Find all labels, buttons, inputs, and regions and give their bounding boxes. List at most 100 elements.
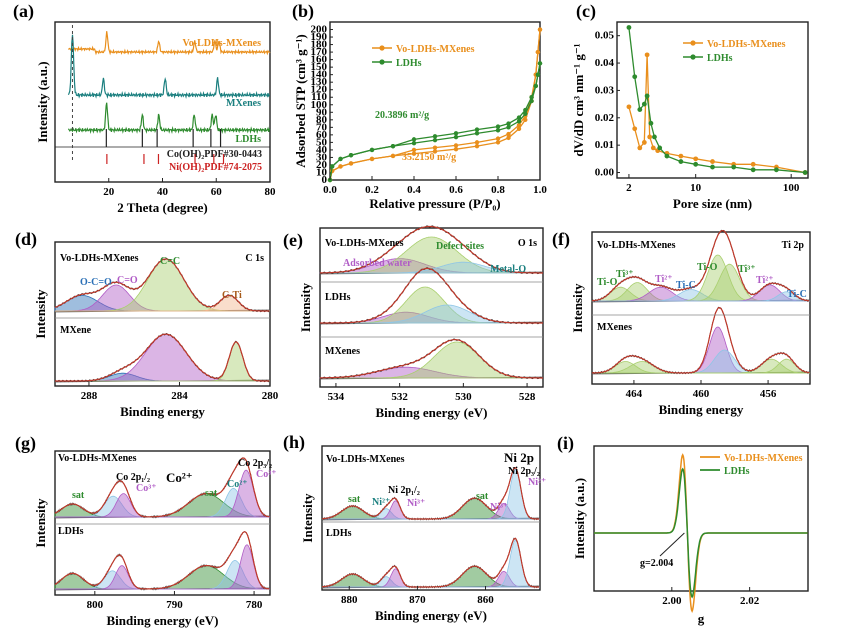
legend-marker xyxy=(690,54,696,60)
peak-label-co-2p32: Co 2p₃/₂ xyxy=(238,458,272,469)
panel-i-legend: Vo-LDHs-MXenes LDHs xyxy=(700,453,803,477)
y-tick-label: 140 xyxy=(311,69,328,81)
xps-envelope xyxy=(55,333,270,382)
panel-i-frame xyxy=(593,445,809,592)
peak-label-ni2-2: Ni²⁺ xyxy=(528,477,546,488)
isotherm-point xyxy=(506,121,511,126)
isotherm-point xyxy=(411,151,417,156)
x-tick-label: 2 xyxy=(626,182,632,194)
panel-c-x-axis: 2 10 100 xyxy=(626,174,800,194)
peak-label-co-2p12: Co 2p₁/₂ xyxy=(116,472,150,483)
xps-envelope xyxy=(321,537,540,588)
panel-b-legend: Vo-LDHs-MXenes LDHs xyxy=(372,44,475,69)
isotherm-point xyxy=(535,72,541,77)
xps-envelope xyxy=(591,306,810,374)
pore-line-green xyxy=(628,27,806,174)
xrd-line-vo-ldhs-mxenes xyxy=(67,31,271,56)
y-tick-label: 150 xyxy=(311,61,328,73)
xps-trace-0 xyxy=(54,257,271,313)
panel-label-a: (a) xyxy=(13,1,34,22)
xps-envelope xyxy=(54,531,270,590)
pore-point xyxy=(693,156,699,162)
y-tick-label: 60 xyxy=(316,129,328,141)
pore-point xyxy=(637,107,643,112)
peak-label-defect-sites: Defect sites xyxy=(436,241,484,252)
panel-c-legend: Vo-LDHs-MXenes LDHs xyxy=(683,39,786,64)
panel-label-g: (g) xyxy=(15,433,36,454)
isotherm-point xyxy=(453,131,459,136)
panel-g-x-label: Binding energy (eV) xyxy=(107,613,219,628)
isotherm-point xyxy=(516,122,522,128)
peak-label-co3-2: Co³⁺ xyxy=(256,469,277,480)
panel-f-label-mxenes: MXenes xyxy=(597,322,632,333)
panel-label-i: (i) xyxy=(557,433,574,454)
x-tick-label: 528 xyxy=(519,391,536,403)
x-tick-label: 40 xyxy=(157,186,169,198)
y-tick-label: 160 xyxy=(311,54,328,66)
isotherm-point xyxy=(369,156,375,162)
isotherm-point xyxy=(338,164,343,169)
panel-f-label-composite: Vo-LDHs-MXenes xyxy=(597,240,676,251)
isotherm-point xyxy=(474,143,480,149)
y-tick-label: 50 xyxy=(316,136,328,148)
xps-trace-1 xyxy=(54,332,271,383)
panel-g-frame xyxy=(54,450,271,596)
y-tick-label: 0.00 xyxy=(595,167,615,179)
y-tick-label: 0.03 xyxy=(595,84,615,96)
legend-marker xyxy=(379,59,385,65)
pore-point xyxy=(644,52,650,58)
peak-label-ni-2p32: Ni 2p₃/₂ xyxy=(508,466,540,477)
annotation-arrow xyxy=(659,532,685,557)
y-tick-label: 0 xyxy=(322,174,328,186)
x-tick-label: 0.8 xyxy=(491,184,505,196)
y-tick-label: 0.02 xyxy=(595,112,615,124)
pore-point xyxy=(626,25,632,30)
pore-point xyxy=(693,161,699,167)
panel-e-x-axis: 534 532 530 528 xyxy=(328,383,536,403)
y-tick-label: 70 xyxy=(316,121,328,133)
isotherm-point xyxy=(348,152,354,158)
isotherm-point xyxy=(506,125,511,130)
x-tick-label: 60 xyxy=(211,186,223,198)
isotherm-point xyxy=(506,135,511,141)
isotherm-point xyxy=(432,137,438,143)
xrd-line-mxenes xyxy=(67,34,271,100)
x-tick-label: 532 xyxy=(391,391,408,403)
isotherm-point xyxy=(411,137,417,142)
xrd-line-ldhs xyxy=(67,102,271,135)
epr-line-green xyxy=(594,467,808,599)
y-tick-label: 20 xyxy=(316,159,328,171)
isotherm-point xyxy=(516,126,522,132)
xps-component xyxy=(320,236,543,274)
legend-vo-ldhs-mxenes: Vo-LDHs-MXenes xyxy=(182,38,261,49)
x-tick-label: 534 xyxy=(328,391,345,403)
isotherm-point xyxy=(474,131,480,136)
isotherm-point xyxy=(390,143,396,149)
pore-point xyxy=(710,164,715,170)
panel-d-title: C 1s xyxy=(245,253,264,264)
y-tick-label: 80 xyxy=(316,114,328,126)
peak-label-metal-o: Metal-O xyxy=(490,264,526,275)
y-tick-label: 100 xyxy=(311,99,328,111)
peak-label-co3: Co³⁺ xyxy=(136,483,157,494)
panel-c-y-axis: 0.00 0.01 0.02 0.03 0.04 0.05 xyxy=(595,30,620,179)
xps-trace-1 xyxy=(54,531,271,591)
panel-i-x-axis: 2.00 2.02 xyxy=(662,587,760,607)
legend-label: LDHs xyxy=(707,53,733,64)
panel-label-b: (b) xyxy=(292,1,314,22)
y-tick-label: 0.01 xyxy=(595,139,614,151)
pore-point xyxy=(650,145,656,151)
annotation-composite-area: 35.2150 m²/g xyxy=(402,152,456,163)
x-tick-label: 780 xyxy=(246,599,263,611)
y-tick-label: 0.04 xyxy=(595,57,615,69)
peak-label-ti2: Ti²⁺ xyxy=(655,274,673,285)
x-tick-label: 80 xyxy=(265,186,277,198)
peak-label-sat-2: sat xyxy=(205,488,218,499)
xps-envelope xyxy=(54,457,270,518)
xps-trace-2 xyxy=(319,338,544,380)
panel-b-x-label: Relative pressure (P/P₀) xyxy=(369,196,500,211)
x-tick-label: 284 xyxy=(171,390,188,402)
panel-label-e: (e) xyxy=(283,230,303,251)
pore-point xyxy=(641,140,647,145)
